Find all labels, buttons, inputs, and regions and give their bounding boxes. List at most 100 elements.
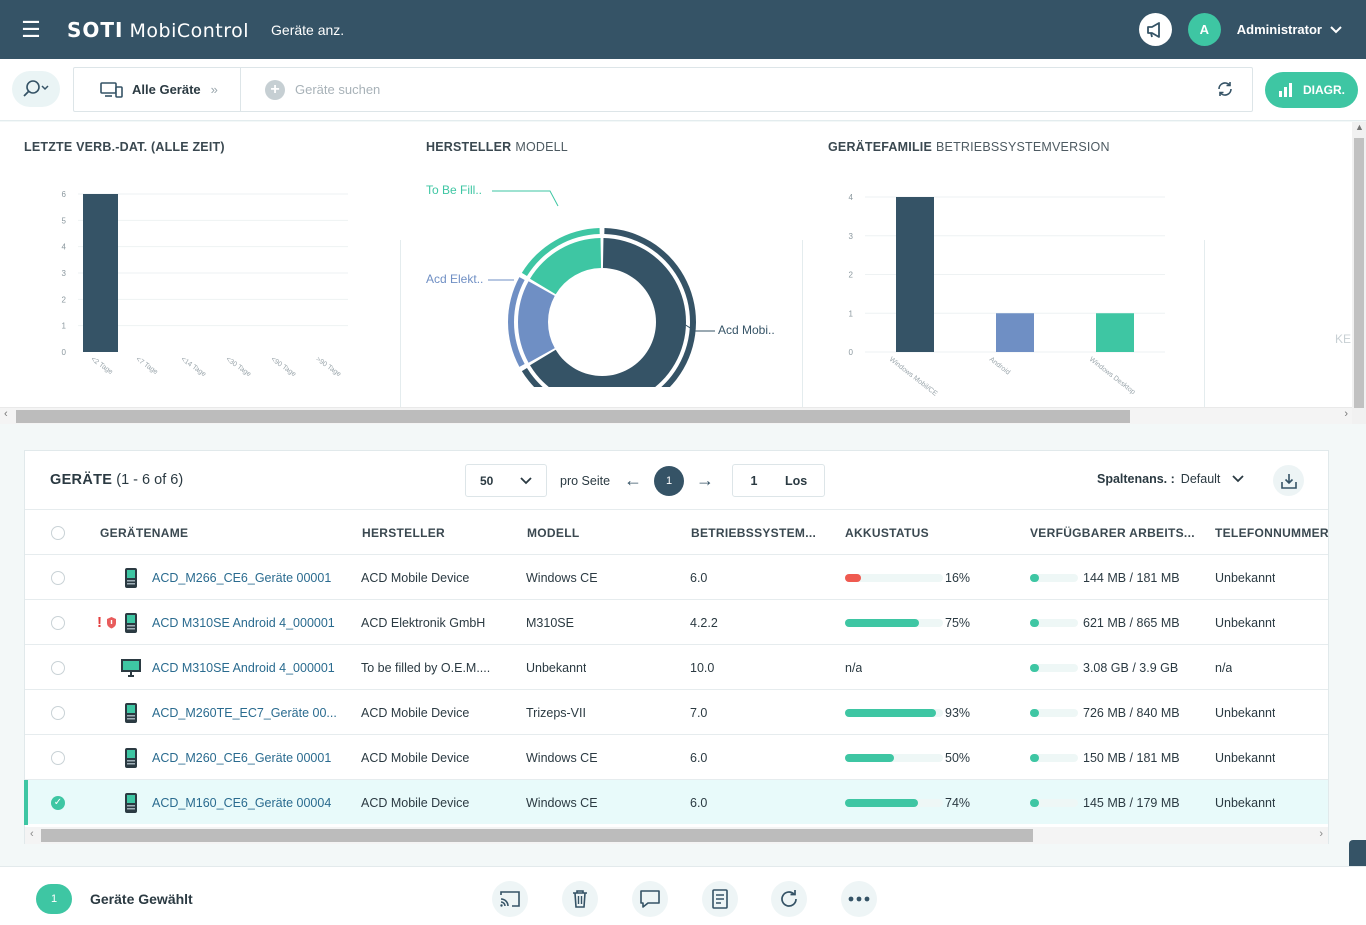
charts-horizontal-scrollbar[interactable]: ‹ ›	[0, 407, 1352, 424]
chevron-down-icon	[520, 476, 532, 484]
device-name-link[interactable]: ACD_M266_CE6_Geräte 00001	[152, 570, 332, 585]
x-tick-label: <7 Tage	[134, 356, 159, 376]
current-page[interactable]: 1	[654, 465, 685, 496]
model-cell: Windows CE	[526, 795, 598, 810]
table-row[interactable]: ACD_M266_CE6_Geräte 00001 ACD Mobile Devi…	[25, 554, 1328, 599]
per-page-select[interactable]: 50	[465, 464, 547, 497]
document-icon[interactable]	[702, 881, 738, 917]
announcement-icon[interactable]	[1138, 13, 1172, 46]
goto-page-input[interactable]: 1	[750, 473, 758, 488]
donut-slice[interactable]	[529, 238, 686, 387]
scroll-right-icon[interactable]: ›	[1319, 828, 1323, 840]
column-header-manufacturer[interactable]: HERSTELLER	[362, 525, 446, 540]
export-icon[interactable]	[1273, 465, 1304, 496]
table-row[interactable]: ! ACD M310SE Android 4_000001 ACD Elektron…	[25, 599, 1328, 644]
bar[interactable]	[896, 197, 934, 352]
scroll-up-icon[interactable]: ▲	[1355, 122, 1364, 132]
scroll-left-icon[interactable]: ‹	[30, 828, 34, 840]
brand-logo[interactable]: SOTI MobiControl	[67, 18, 249, 42]
table-row[interactable]: ACD M310SE Android 4_000001 To be filled …	[25, 644, 1328, 689]
device-name-link[interactable]: ACD M310SE Android 4_000001	[152, 615, 335, 630]
table-row[interactable]: ACD_M260_CE6_Geräte 00001 ACD Mobile Devi…	[25, 734, 1328, 779]
column-header-os[interactable]: BETRIEBSSYSTEM...	[691, 525, 817, 540]
column-header-name[interactable]: GERÄTENAME	[100, 525, 189, 540]
charts-vertical-scrollbar[interactable]: ▲	[1352, 122, 1366, 424]
callout-label: Acd Mobi..	[718, 323, 775, 337]
column-header-phone[interactable]: TELEFONNUMMER	[1215, 525, 1329, 540]
message-icon[interactable]	[632, 881, 668, 917]
memory-bar	[1030, 753, 1078, 762]
scroll-left-icon[interactable]: ‹	[4, 408, 8, 420]
donut-slice[interactable]	[529, 238, 602, 295]
row-select-checkbox[interactable]	[51, 600, 65, 645]
select-all-checkbox[interactable]	[51, 510, 65, 555]
donut-slice[interactable]	[521, 228, 696, 387]
os-cell: 7.0	[690, 705, 708, 720]
device-name-link[interactable]: ACD_M160_CE6_Geräte 00004	[152, 795, 332, 810]
bar[interactable]	[996, 313, 1034, 352]
battery-status	[845, 735, 943, 780]
chart-device-family[interactable]: 0 1 2 3 4 Windows Mobil/CE Android Windows Desk…	[830, 180, 1190, 410]
device-name-link[interactable]: ACD M310SE Android 4_000001	[152, 660, 335, 675]
prev-page-icon[interactable]: ←	[624, 470, 643, 490]
scrollbar-thumb[interactable]	[16, 410, 1130, 423]
radio-icon	[51, 750, 65, 765]
column-settings[interactable]: Spaltenans. : Default	[1097, 472, 1245, 486]
selected-label: Geräte Gewählt	[90, 891, 193, 907]
refresh-icon[interactable]	[771, 881, 807, 917]
bar-chart-icon	[1279, 83, 1292, 97]
callout-line	[492, 190, 559, 207]
chevron-down-icon[interactable]	[1330, 22, 1342, 37]
row-select-checkbox[interactable]	[51, 690, 65, 735]
y-tick-label: 0	[62, 348, 67, 357]
table-row[interactable]: ACD_M260TE_EC7_Geräte 00... ACD Mobile De…	[25, 689, 1328, 734]
memory-bar-fill	[1030, 573, 1039, 582]
username[interactable]: Administrator	[1236, 22, 1322, 37]
chart-last-connection[interactable]: 0 1 2 3 4 5 6 <2 Tage <7 Tage <14 Tage <30 Tage <90…	[40, 180, 370, 390]
row-select-checkbox[interactable]: ✓	[51, 780, 65, 825]
row-select-checkbox[interactable]	[51, 735, 65, 780]
scrollbar-thumb[interactable]	[41, 829, 1033, 842]
goto-page-button[interactable]: Los	[785, 473, 808, 488]
table-horizontal-scrollbar[interactable]: ‹ ›	[25, 827, 1328, 844]
diagram-toggle-button[interactable]: DIAGR.	[1265, 72, 1358, 108]
search-mode-toggle[interactable]	[12, 71, 60, 107]
search-input[interactable]: + Geräte suchen	[265, 79, 380, 100]
scroll-right-icon[interactable]: ›	[1344, 408, 1348, 420]
chart-manufacturer-donut[interactable]: To Be Fill.. Acd Elekt.. Acd Mobi..	[420, 172, 790, 387]
chart1-title: LETZTE VERB.-DAT. (ALLE ZEIT)	[24, 140, 225, 154]
avatar[interactable]: A	[1187, 13, 1221, 46]
column-header-model[interactable]: MODELL	[527, 525, 580, 540]
selected-count-badge: 1	[36, 884, 72, 914]
battery-percent: 93%	[945, 705, 971, 720]
bar[interactable]	[1096, 313, 1134, 352]
search-icon	[23, 80, 49, 97]
more-icon[interactable]	[841, 881, 877, 917]
menu-icon[interactable]: ☰	[21, 16, 41, 42]
row-select-checkbox[interactable]	[51, 555, 65, 600]
y-tick-label: 5	[62, 216, 67, 225]
device-scope-selector[interactable]: Alle Geräte »	[74, 68, 241, 111]
device-name-link[interactable]: ACD_M260TE_EC7_Geräte 00...	[152, 705, 337, 720]
row-select-checkbox[interactable]	[51, 645, 65, 690]
next-page-icon[interactable]: →	[696, 470, 715, 490]
battery-bar-fill	[845, 618, 919, 627]
memory-status	[1030, 555, 1078, 600]
trash-icon[interactable]	[562, 881, 598, 917]
cast-icon[interactable]	[492, 881, 528, 917]
memory-bar-fill	[1030, 618, 1039, 627]
table-row[interactable]: ✓ ACD_M160_CE6_Geräte 00004 ACD Mobile Dev…	[24, 779, 1328, 825]
model-cell: Trizeps-VII	[526, 705, 586, 720]
bar[interactable]	[83, 194, 118, 352]
os-cell: 4.2.2	[690, 615, 718, 630]
donut-slice[interactable]	[518, 281, 555, 363]
donut-slice[interactable]	[521, 228, 600, 277]
device-name-link[interactable]: ACD_M260_CE6_Geräte 00001	[152, 750, 332, 765]
donut-slice[interactable]	[508, 277, 525, 367]
diagram-label: DIAGR.	[1303, 83, 1345, 97]
scrollbar-thumb[interactable]	[1354, 138, 1364, 408]
phone-cell: n/a	[1215, 660, 1233, 675]
column-header-battery[interactable]: AKKUSTATUS	[845, 525, 929, 540]
refresh-icon[interactable]	[1216, 80, 1234, 101]
column-header-memory[interactable]: VERFÜGBARER ARBEITS...	[1030, 525, 1195, 540]
